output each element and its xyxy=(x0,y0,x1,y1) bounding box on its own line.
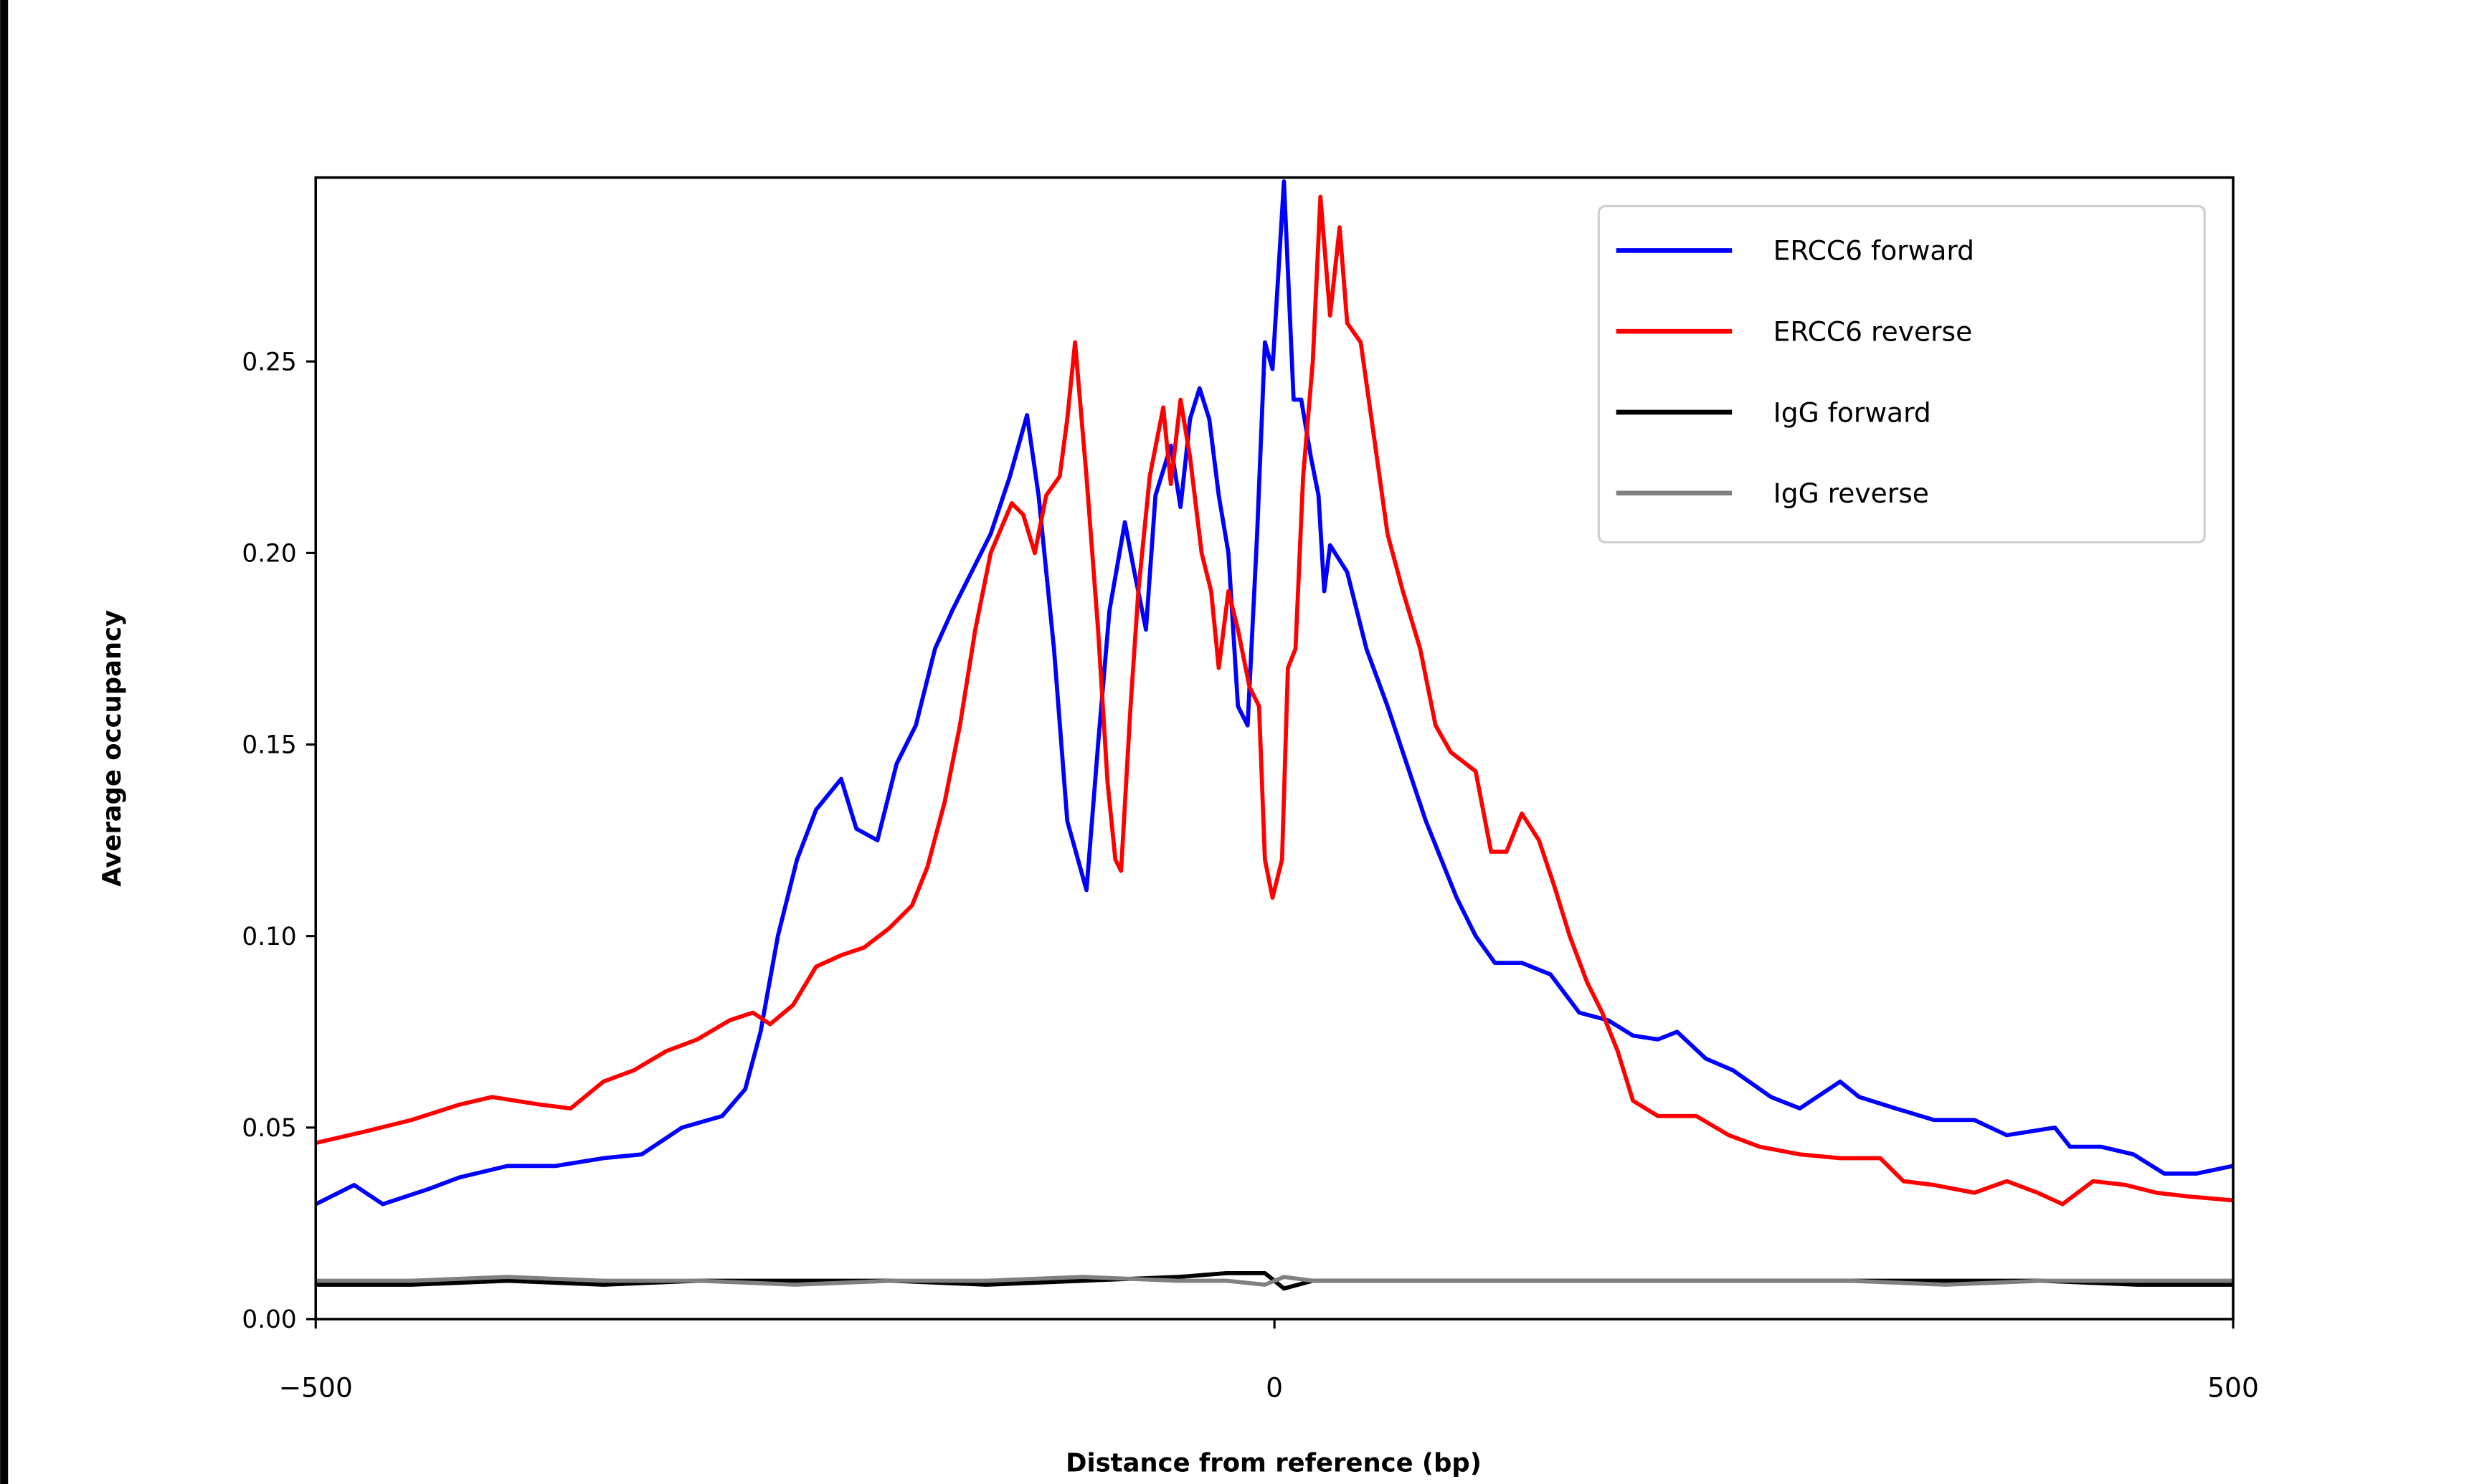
legend-label: IgG reverse xyxy=(1773,477,1929,509)
legend-label: IgG forward xyxy=(1773,396,1931,428)
x-tick-label: 500 xyxy=(2207,1371,2259,1403)
x-axis: −500 0 500 xyxy=(279,1319,2259,1403)
x-axis-label: Distance from reference (bp) xyxy=(1066,1448,1482,1478)
y-tick-label: 0.25 xyxy=(242,348,296,376)
y-tick-label: 0.10 xyxy=(242,923,296,951)
legend-box xyxy=(1597,204,2206,544)
y-tick-label: 0.05 xyxy=(242,1114,296,1143)
series-line-ercc6-forward xyxy=(314,179,2234,1207)
series-line-ercc6-reverse xyxy=(315,194,2234,1207)
y-axis: 0.00 0.05 0.10 0.15 0.20 0.25 xyxy=(242,348,316,1334)
x-tick-label: −500 xyxy=(279,1371,353,1403)
legend: ERCC6 forward ERCC6 reverse IgG forward IgG… xyxy=(1597,204,2206,544)
x-tick-label: 0 xyxy=(1266,1371,1283,1403)
left-edge-bar xyxy=(0,0,9,1484)
y-tick-label: 0.20 xyxy=(242,540,296,569)
legend-label: ERCC6 forward xyxy=(1773,235,1974,267)
plot-area xyxy=(314,179,2234,1291)
y-axis-label: Average occupancy xyxy=(98,610,127,887)
legend-label: ERCC6 reverse xyxy=(1773,315,1973,347)
y-tick-label: 0.15 xyxy=(242,731,296,760)
y-tick-label: 0.00 xyxy=(242,1305,296,1334)
series-line-igg-reverse xyxy=(316,1275,2234,1287)
